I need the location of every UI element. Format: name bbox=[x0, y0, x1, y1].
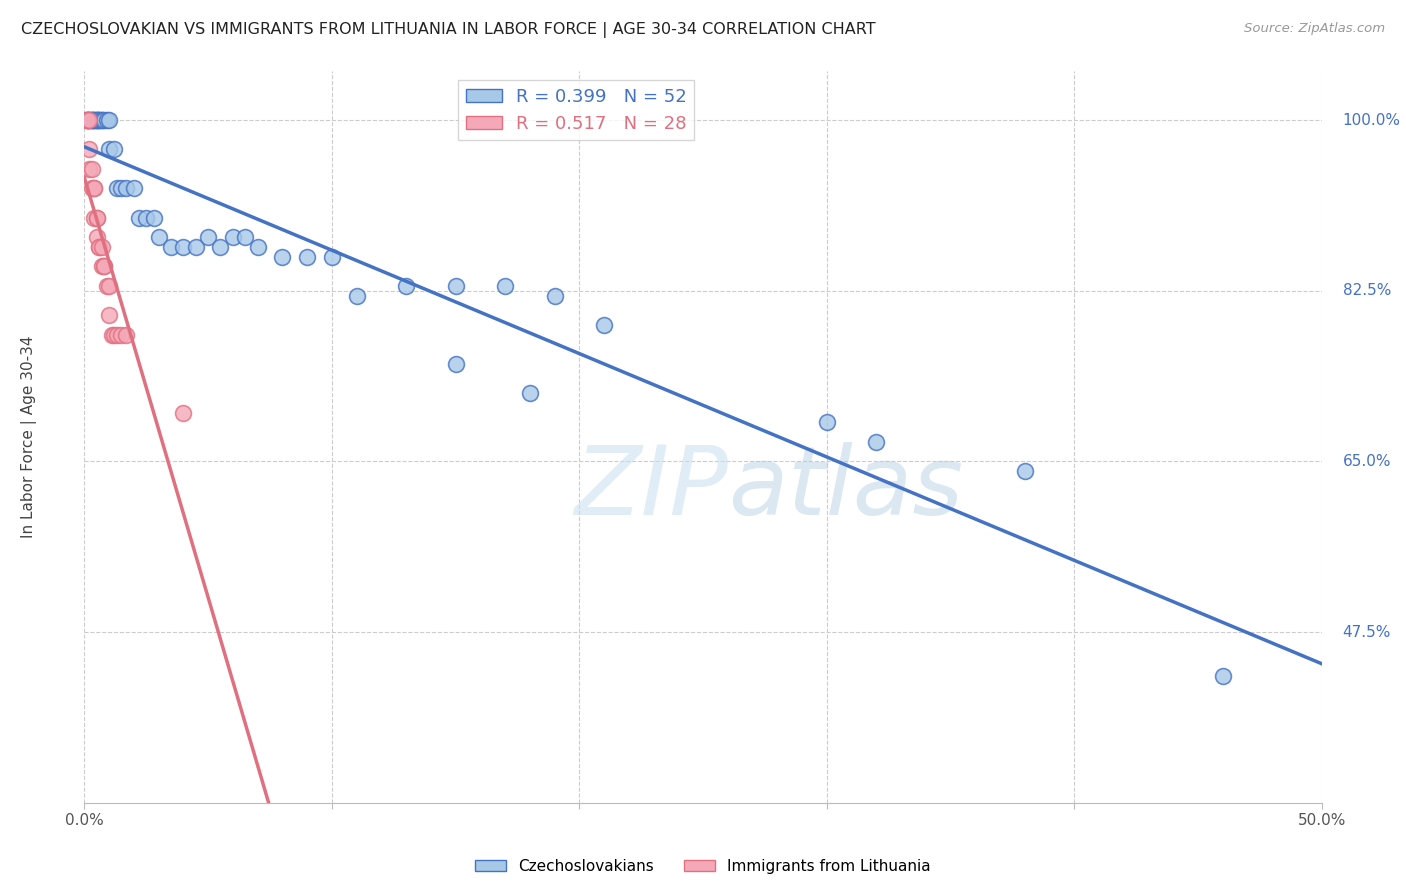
Point bbox=[89, 113, 111, 128]
Legend: Czechoslovakians, Immigrants from Lithuania: Czechoslovakians, Immigrants from Lithua… bbox=[470, 853, 936, 880]
Point bbox=[110, 327, 132, 342]
Point bbox=[79, 113, 101, 128]
Text: 100.0%: 100.0% bbox=[1343, 112, 1400, 128]
Point bbox=[395, 279, 418, 293]
Text: In Labor Force | Age 30-34: In Labor Force | Age 30-34 bbox=[21, 335, 37, 539]
Point bbox=[184, 240, 207, 254]
Text: Source: ZipAtlas.com: Source: ZipAtlas.com bbox=[1244, 22, 1385, 36]
Point bbox=[83, 181, 105, 195]
Point bbox=[519, 386, 541, 401]
Text: 82.5%: 82.5% bbox=[1343, 284, 1391, 298]
Point bbox=[233, 230, 256, 244]
Point bbox=[865, 434, 887, 449]
Legend: R = 0.399   N = 52, R = 0.517   N = 28: R = 0.399 N = 52, R = 0.517 N = 28 bbox=[458, 80, 695, 140]
Point bbox=[83, 113, 105, 128]
Point bbox=[80, 113, 103, 128]
Point bbox=[86, 113, 108, 128]
Point bbox=[100, 327, 122, 342]
Point bbox=[80, 161, 103, 176]
Point bbox=[321, 250, 343, 264]
Point bbox=[79, 113, 101, 128]
Point bbox=[83, 211, 105, 225]
Point bbox=[83, 181, 105, 195]
Point bbox=[128, 211, 150, 225]
Point bbox=[593, 318, 616, 332]
Point bbox=[83, 113, 105, 128]
Text: 47.5%: 47.5% bbox=[1343, 624, 1391, 640]
Point bbox=[80, 113, 103, 128]
Point bbox=[295, 250, 318, 264]
Point bbox=[142, 211, 165, 225]
Point bbox=[148, 230, 170, 244]
Point bbox=[98, 142, 121, 156]
Point bbox=[79, 113, 101, 128]
Text: CZECHOSLOVAKIAN VS IMMIGRANTS FROM LITHUANIA IN LABOR FORCE | AGE 30-34 CORRELAT: CZECHOSLOVAKIAN VS IMMIGRANTS FROM LITHU… bbox=[21, 22, 876, 38]
Point bbox=[209, 240, 232, 254]
Point bbox=[105, 181, 128, 195]
Point bbox=[89, 113, 111, 128]
Point bbox=[90, 260, 112, 274]
Point bbox=[172, 406, 194, 420]
Text: atlas: atlas bbox=[728, 442, 963, 535]
Point bbox=[93, 260, 115, 274]
Point bbox=[76, 113, 98, 128]
Point bbox=[89, 240, 111, 254]
Point bbox=[160, 240, 183, 254]
Point bbox=[115, 327, 138, 342]
Point bbox=[444, 279, 467, 293]
Point bbox=[1212, 669, 1234, 683]
Point bbox=[103, 142, 125, 156]
Point bbox=[271, 250, 294, 264]
Text: 65.0%: 65.0% bbox=[1343, 454, 1391, 469]
Point bbox=[90, 240, 112, 254]
Point bbox=[115, 181, 138, 195]
Point bbox=[86, 230, 108, 244]
Point bbox=[197, 230, 219, 244]
Point bbox=[103, 327, 125, 342]
Point bbox=[80, 113, 103, 128]
Point bbox=[172, 240, 194, 254]
Point bbox=[90, 113, 112, 128]
Point bbox=[76, 113, 98, 128]
Point bbox=[110, 181, 132, 195]
Point bbox=[86, 113, 108, 128]
Point bbox=[105, 327, 128, 342]
Point bbox=[96, 279, 118, 293]
Point bbox=[76, 113, 98, 128]
Point bbox=[90, 113, 112, 128]
Point bbox=[80, 181, 103, 195]
Point bbox=[93, 113, 115, 128]
Point bbox=[86, 113, 108, 128]
Point bbox=[494, 279, 516, 293]
Point bbox=[346, 288, 368, 302]
Point bbox=[122, 181, 145, 195]
Point bbox=[815, 416, 838, 430]
Point bbox=[89, 240, 111, 254]
Point bbox=[79, 142, 101, 156]
Point bbox=[93, 260, 115, 274]
Point bbox=[98, 279, 121, 293]
Point bbox=[86, 211, 108, 225]
Point bbox=[444, 357, 467, 371]
Point bbox=[135, 211, 157, 225]
Point bbox=[222, 230, 245, 244]
Point bbox=[98, 308, 121, 322]
Point bbox=[543, 288, 565, 302]
Point bbox=[79, 161, 101, 176]
Point bbox=[86, 211, 108, 225]
Point bbox=[1014, 464, 1036, 478]
Point bbox=[246, 240, 269, 254]
Point bbox=[96, 113, 118, 128]
Point bbox=[98, 113, 121, 128]
Text: ZIP: ZIP bbox=[574, 442, 728, 535]
Point bbox=[76, 113, 98, 128]
